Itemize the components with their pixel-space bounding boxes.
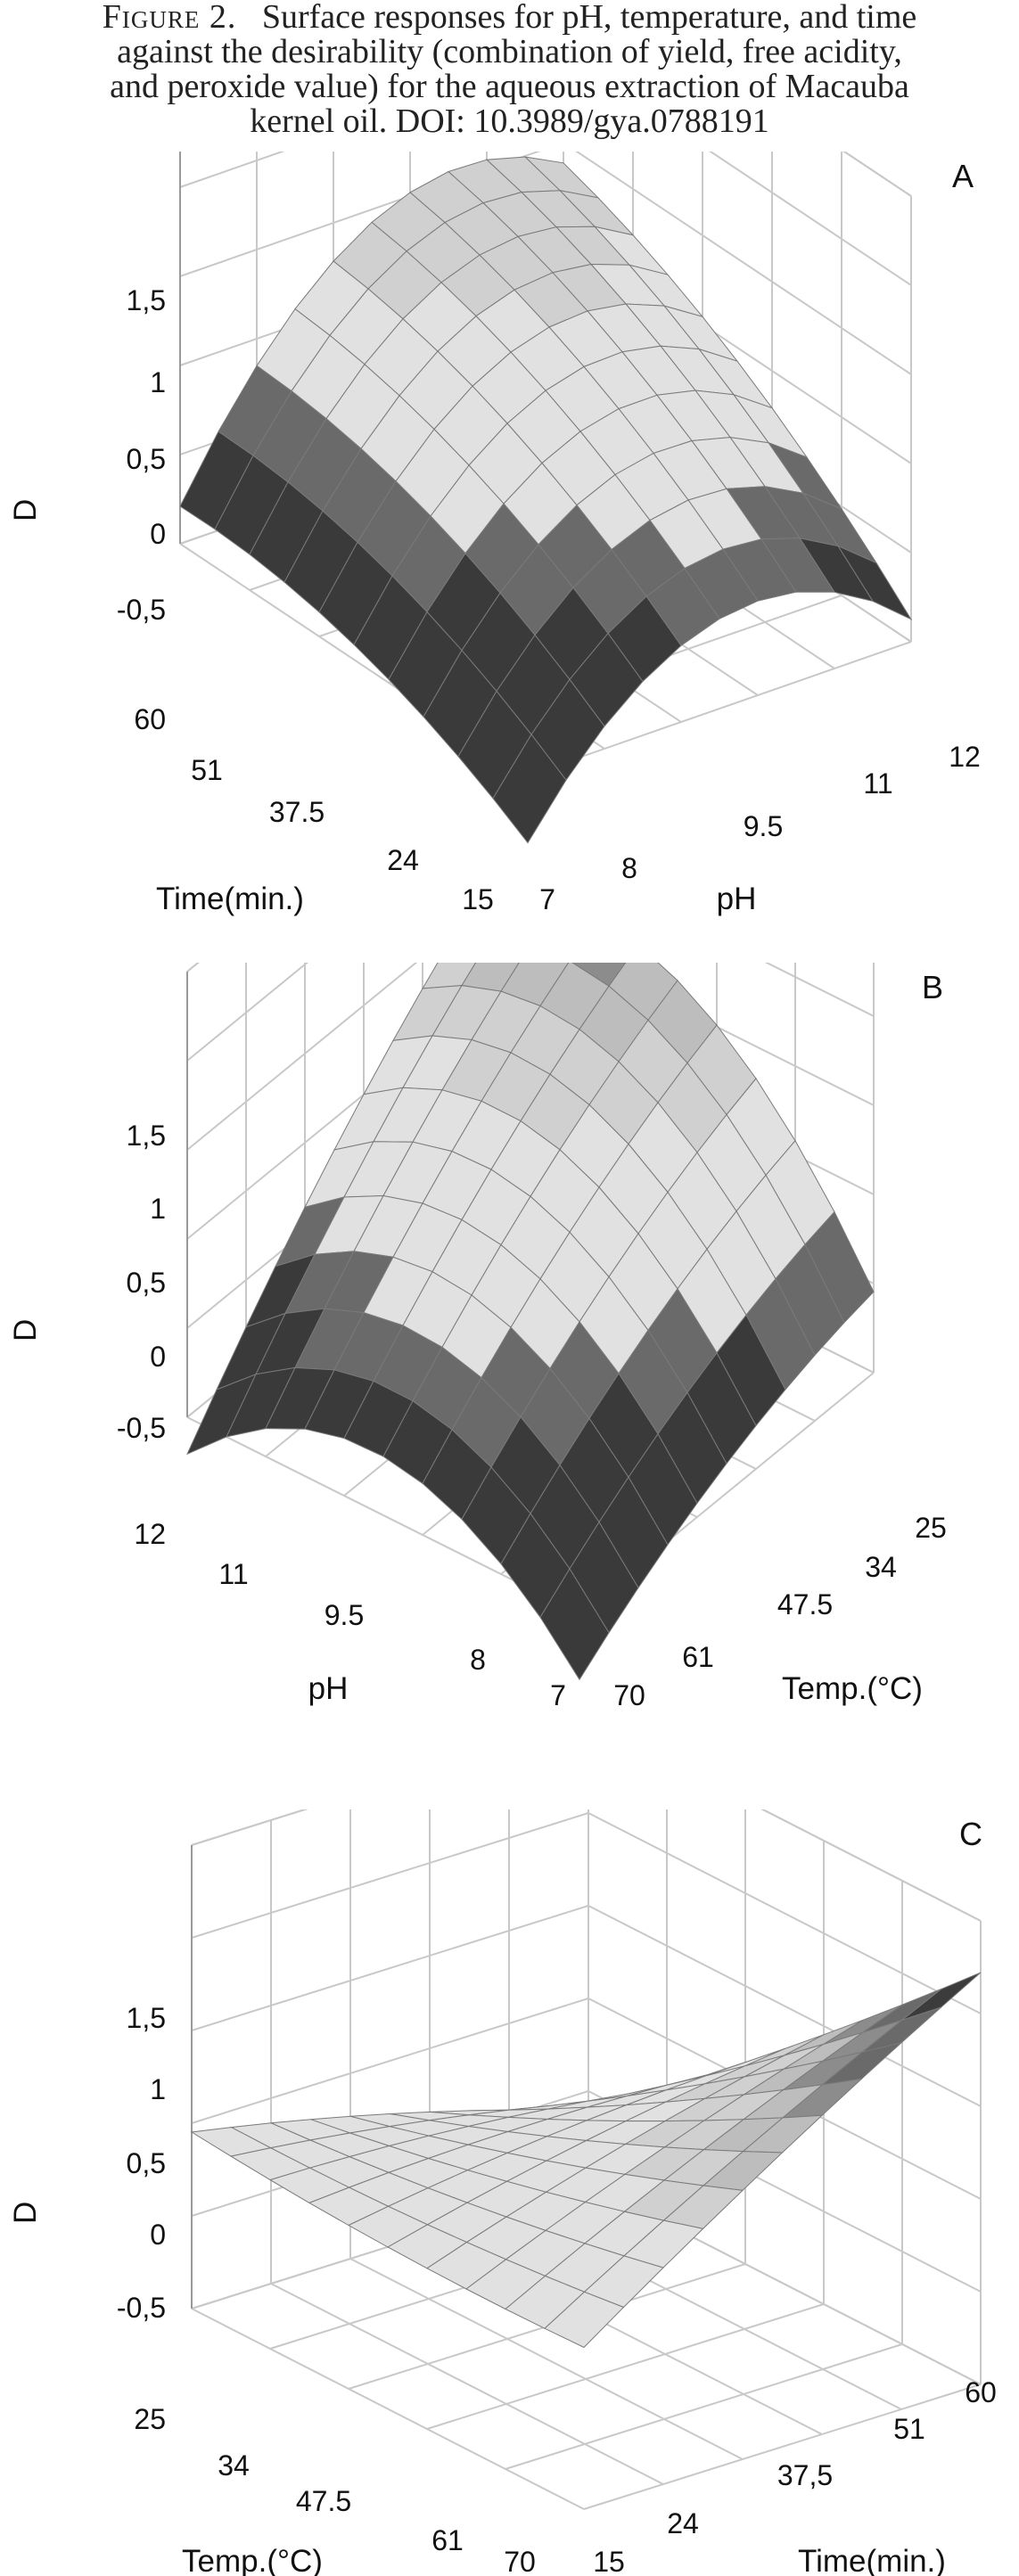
plot-c-y-tick-1: 15 bbox=[593, 2546, 625, 2576]
figure-label: Figure 2. bbox=[102, 0, 237, 36]
plot-a-x-tick-4: 24 bbox=[387, 844, 419, 876]
z-gridline bbox=[842, 152, 912, 197]
plot-c-y-tick-5: 60 bbox=[965, 2376, 997, 2408]
plot-c-x-tick-3: 47.5 bbox=[296, 2485, 351, 2517]
plot-c-z-tick-3: 0,5 bbox=[127, 2147, 166, 2179]
plot-c-ylabel: Time(min.) bbox=[798, 2544, 946, 2576]
plot-b-y-tick-2: 61 bbox=[682, 1641, 714, 1673]
plot-b-y-tick-4: 34 bbox=[865, 1551, 897, 1583]
plot-b-z-tick-2: 1 bbox=[150, 1193, 166, 1225]
plot-b-z-tick-4: 0 bbox=[150, 1341, 166, 1373]
plot-c-y-tick-3: 37,5 bbox=[777, 2459, 833, 2491]
surface-plot-b: B D 1,5 1 0,5 0 -0,5 12 11 9.5 8 7 pH 70… bbox=[8, 963, 947, 1711]
plot-b-x-tick-3: 9.5 bbox=[325, 1599, 364, 1631]
panel-a-letter: A bbox=[952, 158, 974, 194]
plot-a-y-tick-2: 8 bbox=[621, 852, 637, 884]
plot-c-y-tick-4: 51 bbox=[893, 2413, 925, 2445]
plot-a-xlabel: Time(min.) bbox=[156, 882, 304, 916]
plot-a-surface bbox=[179, 156, 913, 844]
plot-a-x-tick-5: 15 bbox=[462, 883, 494, 915]
plot-b-ylabel: Temp.(°C) bbox=[782, 1671, 923, 1706]
z-gridline bbox=[186, 963, 418, 1151]
plot-a-y-tick-4: 11 bbox=[863, 767, 892, 800]
surface-cell bbox=[544, 2291, 625, 2349]
z-gridline bbox=[191, 1998, 589, 2124]
plot-a-z-tick-4: 0 bbox=[150, 518, 166, 550]
plot-b-surface bbox=[186, 963, 875, 1681]
plot-c-xlabel: Temp.(°C) bbox=[182, 2544, 323, 2576]
plot-b-xlabel: pH bbox=[308, 1671, 349, 1706]
plot-c-z-tick-1: 1,5 bbox=[127, 2002, 166, 2034]
plot-b-x-tick-5: 7 bbox=[550, 1679, 566, 1711]
figure-caption: Figure 2. Surface responses for pH, temp… bbox=[0, 0, 1019, 139]
plot-a-x-tick-1: 60 bbox=[134, 703, 166, 735]
plot-b-z-tick-5: -0,5 bbox=[117, 1412, 166, 1444]
plot-b-x-tick-2: 11 bbox=[218, 1558, 248, 1590]
plot-a-z-tick-5: -0,5 bbox=[117, 594, 166, 626]
plot-a-x-tick-3: 37.5 bbox=[269, 796, 325, 828]
surface-plot-a: A D 1,5 1 0,5 0 -0,5 60 51 37.5 24 15 Ti… bbox=[8, 152, 981, 916]
plot-a-z-tick-2: 1 bbox=[150, 366, 166, 398]
plot-b-zlabel: D bbox=[8, 1319, 43, 1341]
wall-edge bbox=[842, 152, 912, 197]
wall-edge bbox=[760, 1809, 982, 1922]
floor-gridline bbox=[349, 2258, 744, 2460]
plot-a-ylabel: pH bbox=[717, 882, 757, 916]
plot-a-y-tick-3: 9.5 bbox=[744, 810, 783, 842]
caption-line-2: against the desirability (combination of… bbox=[117, 33, 902, 70]
plot-a-x-tick-2: 51 bbox=[191, 754, 223, 786]
caption-line-1: Surface responses for pH, temperature, a… bbox=[261, 0, 917, 36]
z-gridline bbox=[709, 152, 912, 286]
z-gridline bbox=[186, 963, 309, 1062]
plot-b-y-tick-5: 25 bbox=[915, 1512, 947, 1544]
plot-c-x-tick-2: 34 bbox=[218, 2449, 250, 2482]
plot-c-z-tick-4: 0 bbox=[150, 2219, 166, 2251]
plot-b-x-tick-4: 8 bbox=[470, 1644, 486, 1676]
floor-gridline bbox=[426, 2303, 825, 2430]
caption-line-4: kernel oil. DOI: 10.3989/gya.0788191 bbox=[250, 103, 769, 140]
surface-cell bbox=[539, 1568, 610, 1681]
plot-a-z-tick-1: 1,5 bbox=[127, 284, 166, 316]
z-gridline bbox=[191, 1812, 589, 1939]
plot-b-x-tick-1: 12 bbox=[134, 1518, 166, 1550]
z-gridline bbox=[191, 1809, 308, 1846]
plot-c-z-tick-2: 1 bbox=[150, 2073, 166, 2105]
floor-edge bbox=[583, 2383, 982, 2510]
plot-c-x-tick-4: 61 bbox=[431, 2524, 464, 2556]
z-gridline bbox=[179, 152, 285, 188]
z-gridline bbox=[588, 1812, 982, 2014]
plot-b-z-tick-1: 1,5 bbox=[127, 1120, 166, 1152]
plot-a-z-tick-3: 0,5 bbox=[127, 443, 166, 475]
caption-line-3: and peroxide value) for the aqueous extr… bbox=[110, 68, 909, 105]
floor-edge bbox=[527, 641, 912, 776]
panel-a: A D 1,5 1 0,5 0 -0,5 60 51 37.5 24 15 Ti… bbox=[0, 152, 1019, 954]
z-gridline bbox=[191, 1905, 589, 2031]
z-gridline bbox=[575, 152, 912, 375]
plot-c-surface bbox=[190, 1972, 982, 2349]
plot-b-z-tick-3: 0,5 bbox=[127, 1267, 166, 1299]
plot-c-z-tick-5: -0,5 bbox=[117, 2292, 166, 2324]
floor-gridline bbox=[270, 2283, 664, 2485]
plot-a-y-tick-5: 12 bbox=[949, 741, 981, 773]
plot-c-x-tick-1: 25 bbox=[134, 2403, 166, 2435]
panel-c: C D 1,5 1 0,5 0 -0,5 25 34 47.5 61 70 Te… bbox=[0, 1809, 1019, 2576]
panel-b-letter: B bbox=[922, 969, 943, 1005]
floor-gridline bbox=[505, 2343, 903, 2470]
panel-c-letter: C bbox=[959, 1816, 982, 1852]
plot-b-y-tick-1: 70 bbox=[613, 1679, 645, 1711]
z-gridline bbox=[760, 1809, 982, 1922]
plot-c-zlabel: D bbox=[8, 2202, 43, 2224]
panel-b: B D 1,5 1 0,5 0 -0,5 12 11 9.5 8 7 pH 70… bbox=[0, 963, 1019, 1720]
plot-a-zlabel: D bbox=[8, 499, 43, 521]
plot-c-y-tick-2: 24 bbox=[667, 2507, 699, 2539]
z-gridline bbox=[764, 963, 875, 1017]
z-gridline bbox=[588, 1905, 982, 2107]
plot-c-x-tick-5: 70 bbox=[504, 2546, 536, 2576]
surface-cell bbox=[492, 734, 567, 844]
plot-b-y-tick-3: 47.5 bbox=[777, 1588, 833, 1620]
plot-a-y-tick-1: 7 bbox=[539, 883, 555, 915]
floor-edge bbox=[191, 2308, 585, 2510]
surface-plot-c: C D 1,5 1 0,5 0 -0,5 25 34 47.5 61 70 Te… bbox=[8, 1809, 997, 2576]
